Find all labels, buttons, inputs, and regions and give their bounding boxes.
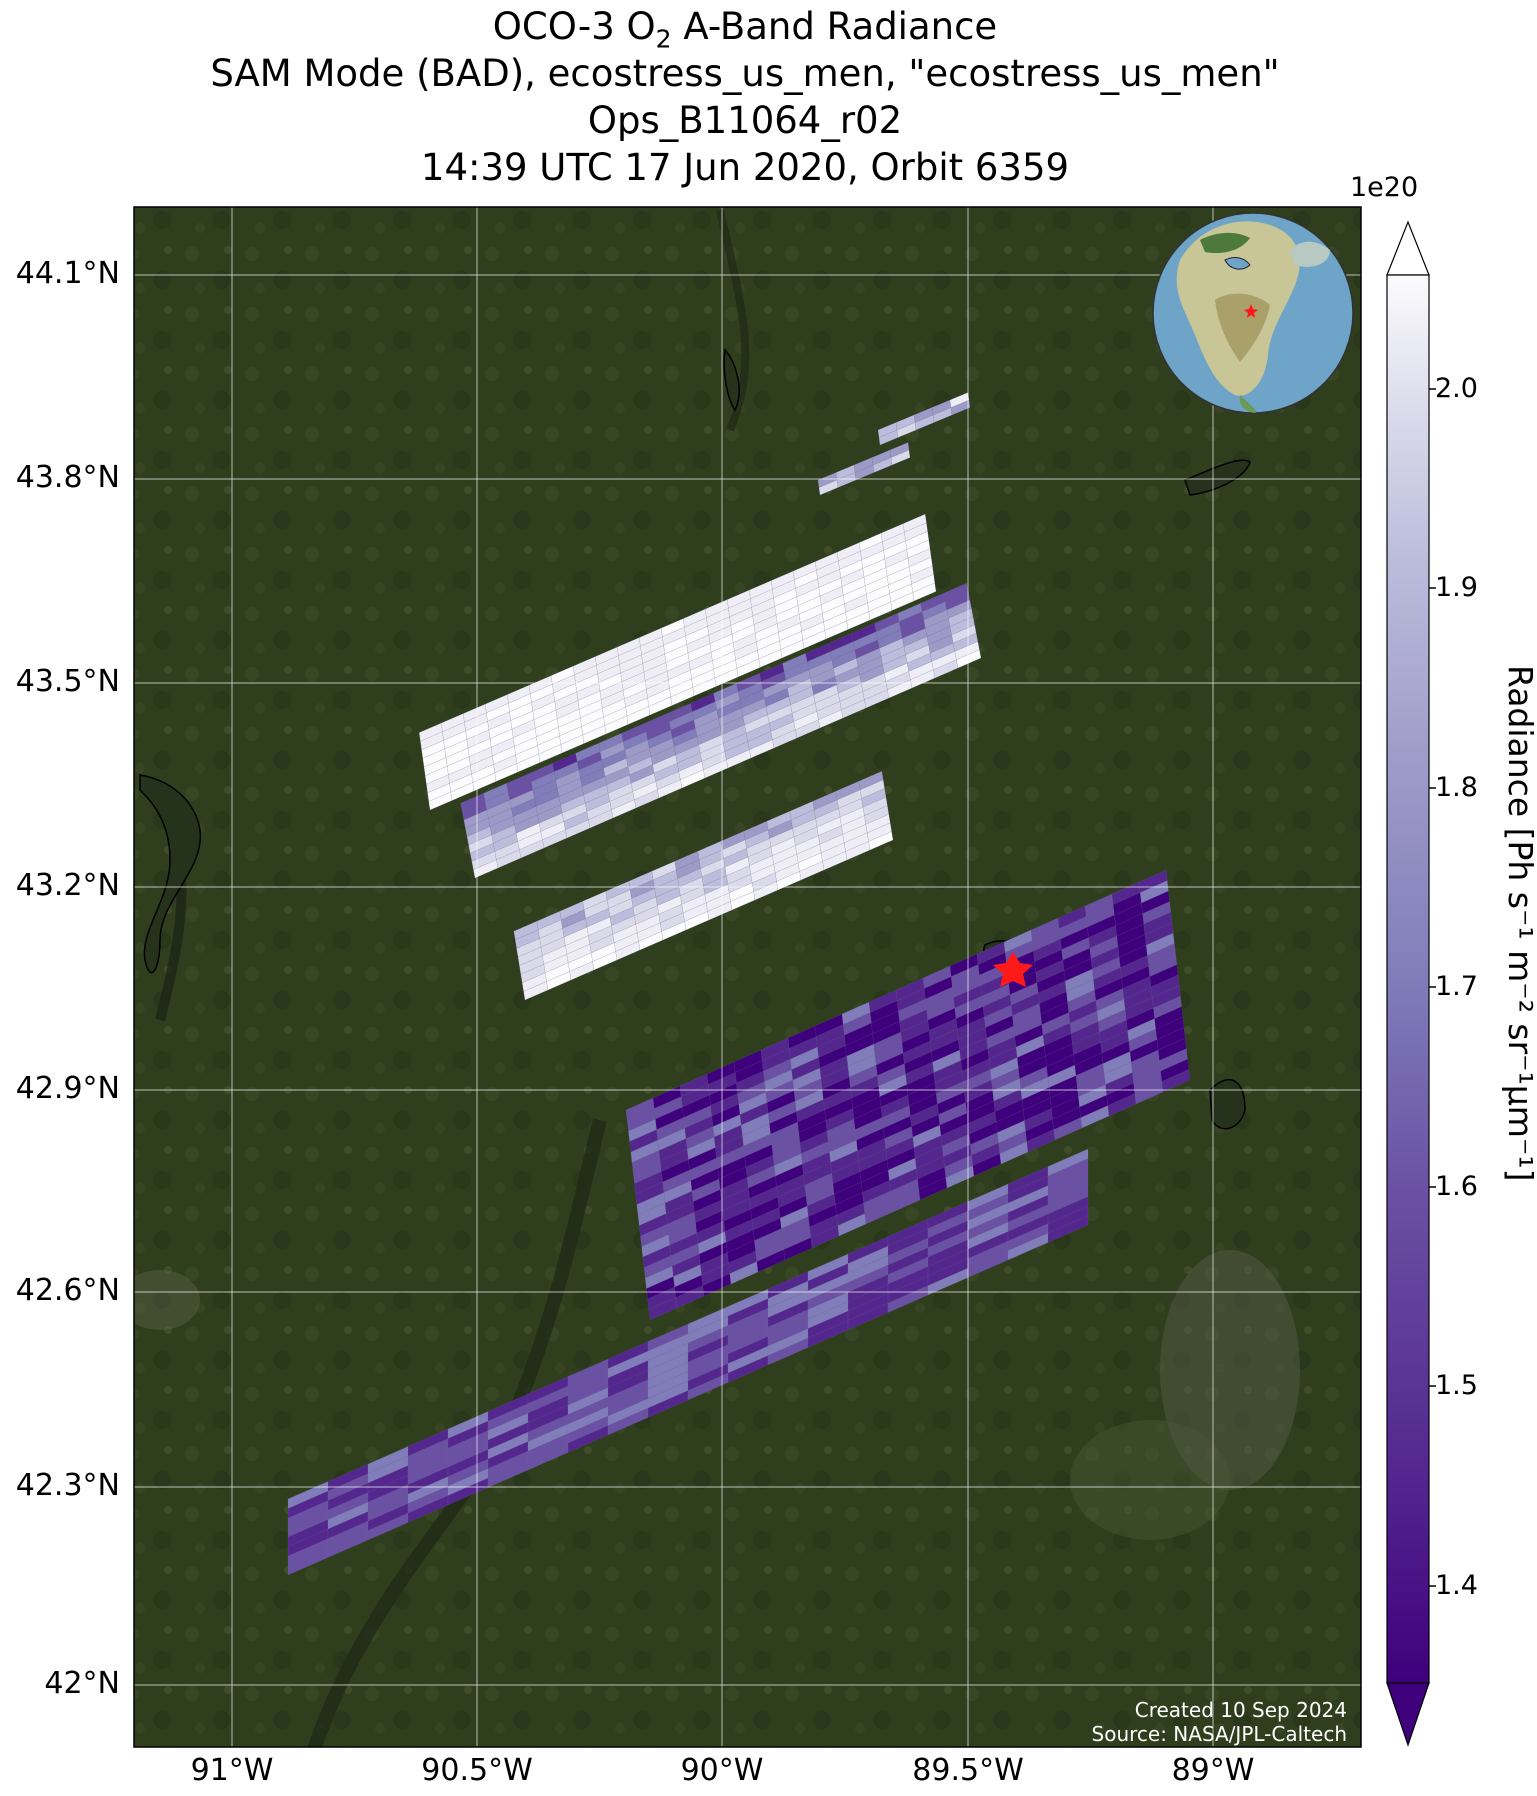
lon-tick-3: 89.5°W	[912, 1753, 1024, 1788]
lat-tick-7: 42°N	[44, 1666, 120, 1701]
red-star-icon	[993, 952, 1033, 987]
colorbar-tick-2: 1.8	[1435, 772, 1478, 803]
radiance-cell	[943, 582, 969, 602]
colorbar-tick-5: 1.5	[1435, 1370, 1478, 1401]
created-date: Created 10 Sep 2024	[1134, 1698, 1347, 1722]
lat-tick-2: 43.5°N	[15, 664, 120, 699]
colorbar-min-arrow	[1386, 1682, 1430, 1747]
lat-tick-3: 43.2°N	[15, 868, 120, 903]
colorbar-scale-label: 1e20	[1350, 172, 1419, 203]
map-frame	[133, 206, 1362, 1748]
lat-tick-1: 43.8°N	[15, 460, 120, 495]
colorbar-gradient	[1387, 275, 1429, 1683]
lat-tick-5: 42.6°N	[15, 1273, 120, 1308]
lat-tick-6: 42.3°N	[15, 1468, 120, 1503]
radiance-cell	[902, 513, 927, 533]
globe-star-icon	[1244, 304, 1258, 318]
gridlines	[134, 207, 1361, 1747]
inset-globe	[1152, 212, 1354, 414]
colorbar-tick-3: 1.7	[1435, 971, 1478, 1002]
title-line-3: Ops_B11064_r02	[587, 99, 903, 142]
colorbar-tick-6: 1.4	[1435, 1570, 1478, 1601]
colorbar-tick-0: 2.0	[1435, 373, 1478, 404]
colorbar-label: Radiance [Ph s⁻¹ m⁻² sr⁻¹μm⁻¹]	[1501, 665, 1537, 1182]
title-line-1: OCO-3 O2 A-Band Radiance	[492, 5, 998, 54]
source-credit: Source: NASA/JPL-Caltech	[1091, 1722, 1347, 1746]
title-line-2: SAM Mode (BAD), ecostress_us_men, "ecost…	[210, 52, 1280, 95]
radiance-cell	[889, 442, 910, 458]
radiance-cell	[1047, 1148, 1089, 1177]
lat-tick-4: 42.9°N	[15, 1071, 120, 1106]
colorbar-max-arrow	[1386, 220, 1430, 276]
title-line-4: 14:39 UTC 17 Jun 2020, Orbit 6359	[420, 146, 1070, 189]
lon-tick-4: 89°W	[1171, 1753, 1255, 1788]
radiance-cell	[858, 770, 884, 791]
lat-tick-0: 44.1°N	[15, 256, 120, 291]
colorbar-tick-4: 1.6	[1435, 1171, 1478, 1202]
lon-tick-1: 90.5°W	[421, 1753, 533, 1788]
colorbar	[1386, 220, 1436, 1747]
lon-tick-0: 91°W	[190, 1753, 274, 1788]
radiance-swaths	[287, 392, 1191, 1576]
lon-tick-2: 90°W	[680, 1753, 764, 1788]
colorbar-tick-1: 1.9	[1435, 572, 1478, 603]
